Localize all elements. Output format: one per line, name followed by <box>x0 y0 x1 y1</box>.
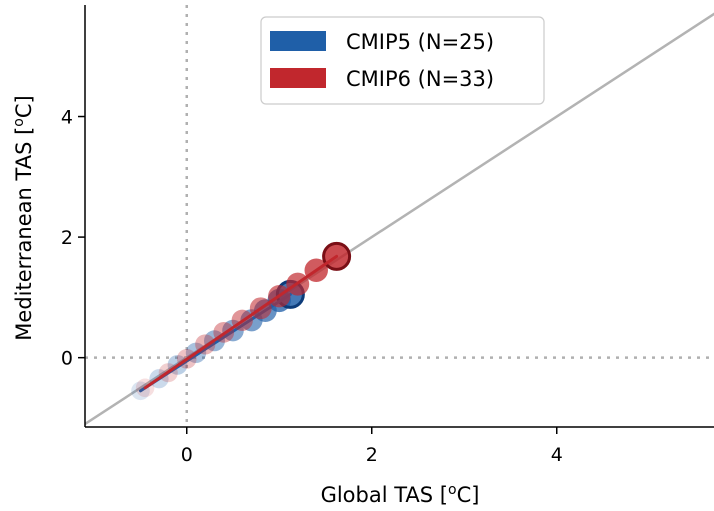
y-tick-label: 4 <box>61 107 73 129</box>
axis-ticks: 0 2 4 0 2 4 <box>61 107 563 466</box>
x-axis-title: Global TAS [oC] <box>321 482 480 507</box>
x-tick-label: 0 <box>181 444 193 466</box>
legend-box <box>260 16 545 105</box>
legend-label-cmip6: CMIP6 (N=33) <box>346 67 494 91</box>
legend: CMIP5 (N=25) CMIP6 (N=33) <box>260 16 545 105</box>
series-cmip6 <box>135 241 352 398</box>
legend-swatch-cmip5 <box>270 31 326 51</box>
y-tick-label: 0 <box>61 348 73 370</box>
data-layer <box>131 241 352 401</box>
y-axis-title: Mediterranean TAS [oC] <box>11 95 36 340</box>
x-tick-label: 2 <box>366 444 378 466</box>
trend-line-cmip6 <box>143 254 339 390</box>
y-tick-label: 2 <box>61 227 73 249</box>
x-tick-label: 4 <box>551 444 563 466</box>
legend-swatch-cmip6 <box>270 68 326 88</box>
legend-label-cmip5: CMIP5 (N=25) <box>346 30 494 54</box>
